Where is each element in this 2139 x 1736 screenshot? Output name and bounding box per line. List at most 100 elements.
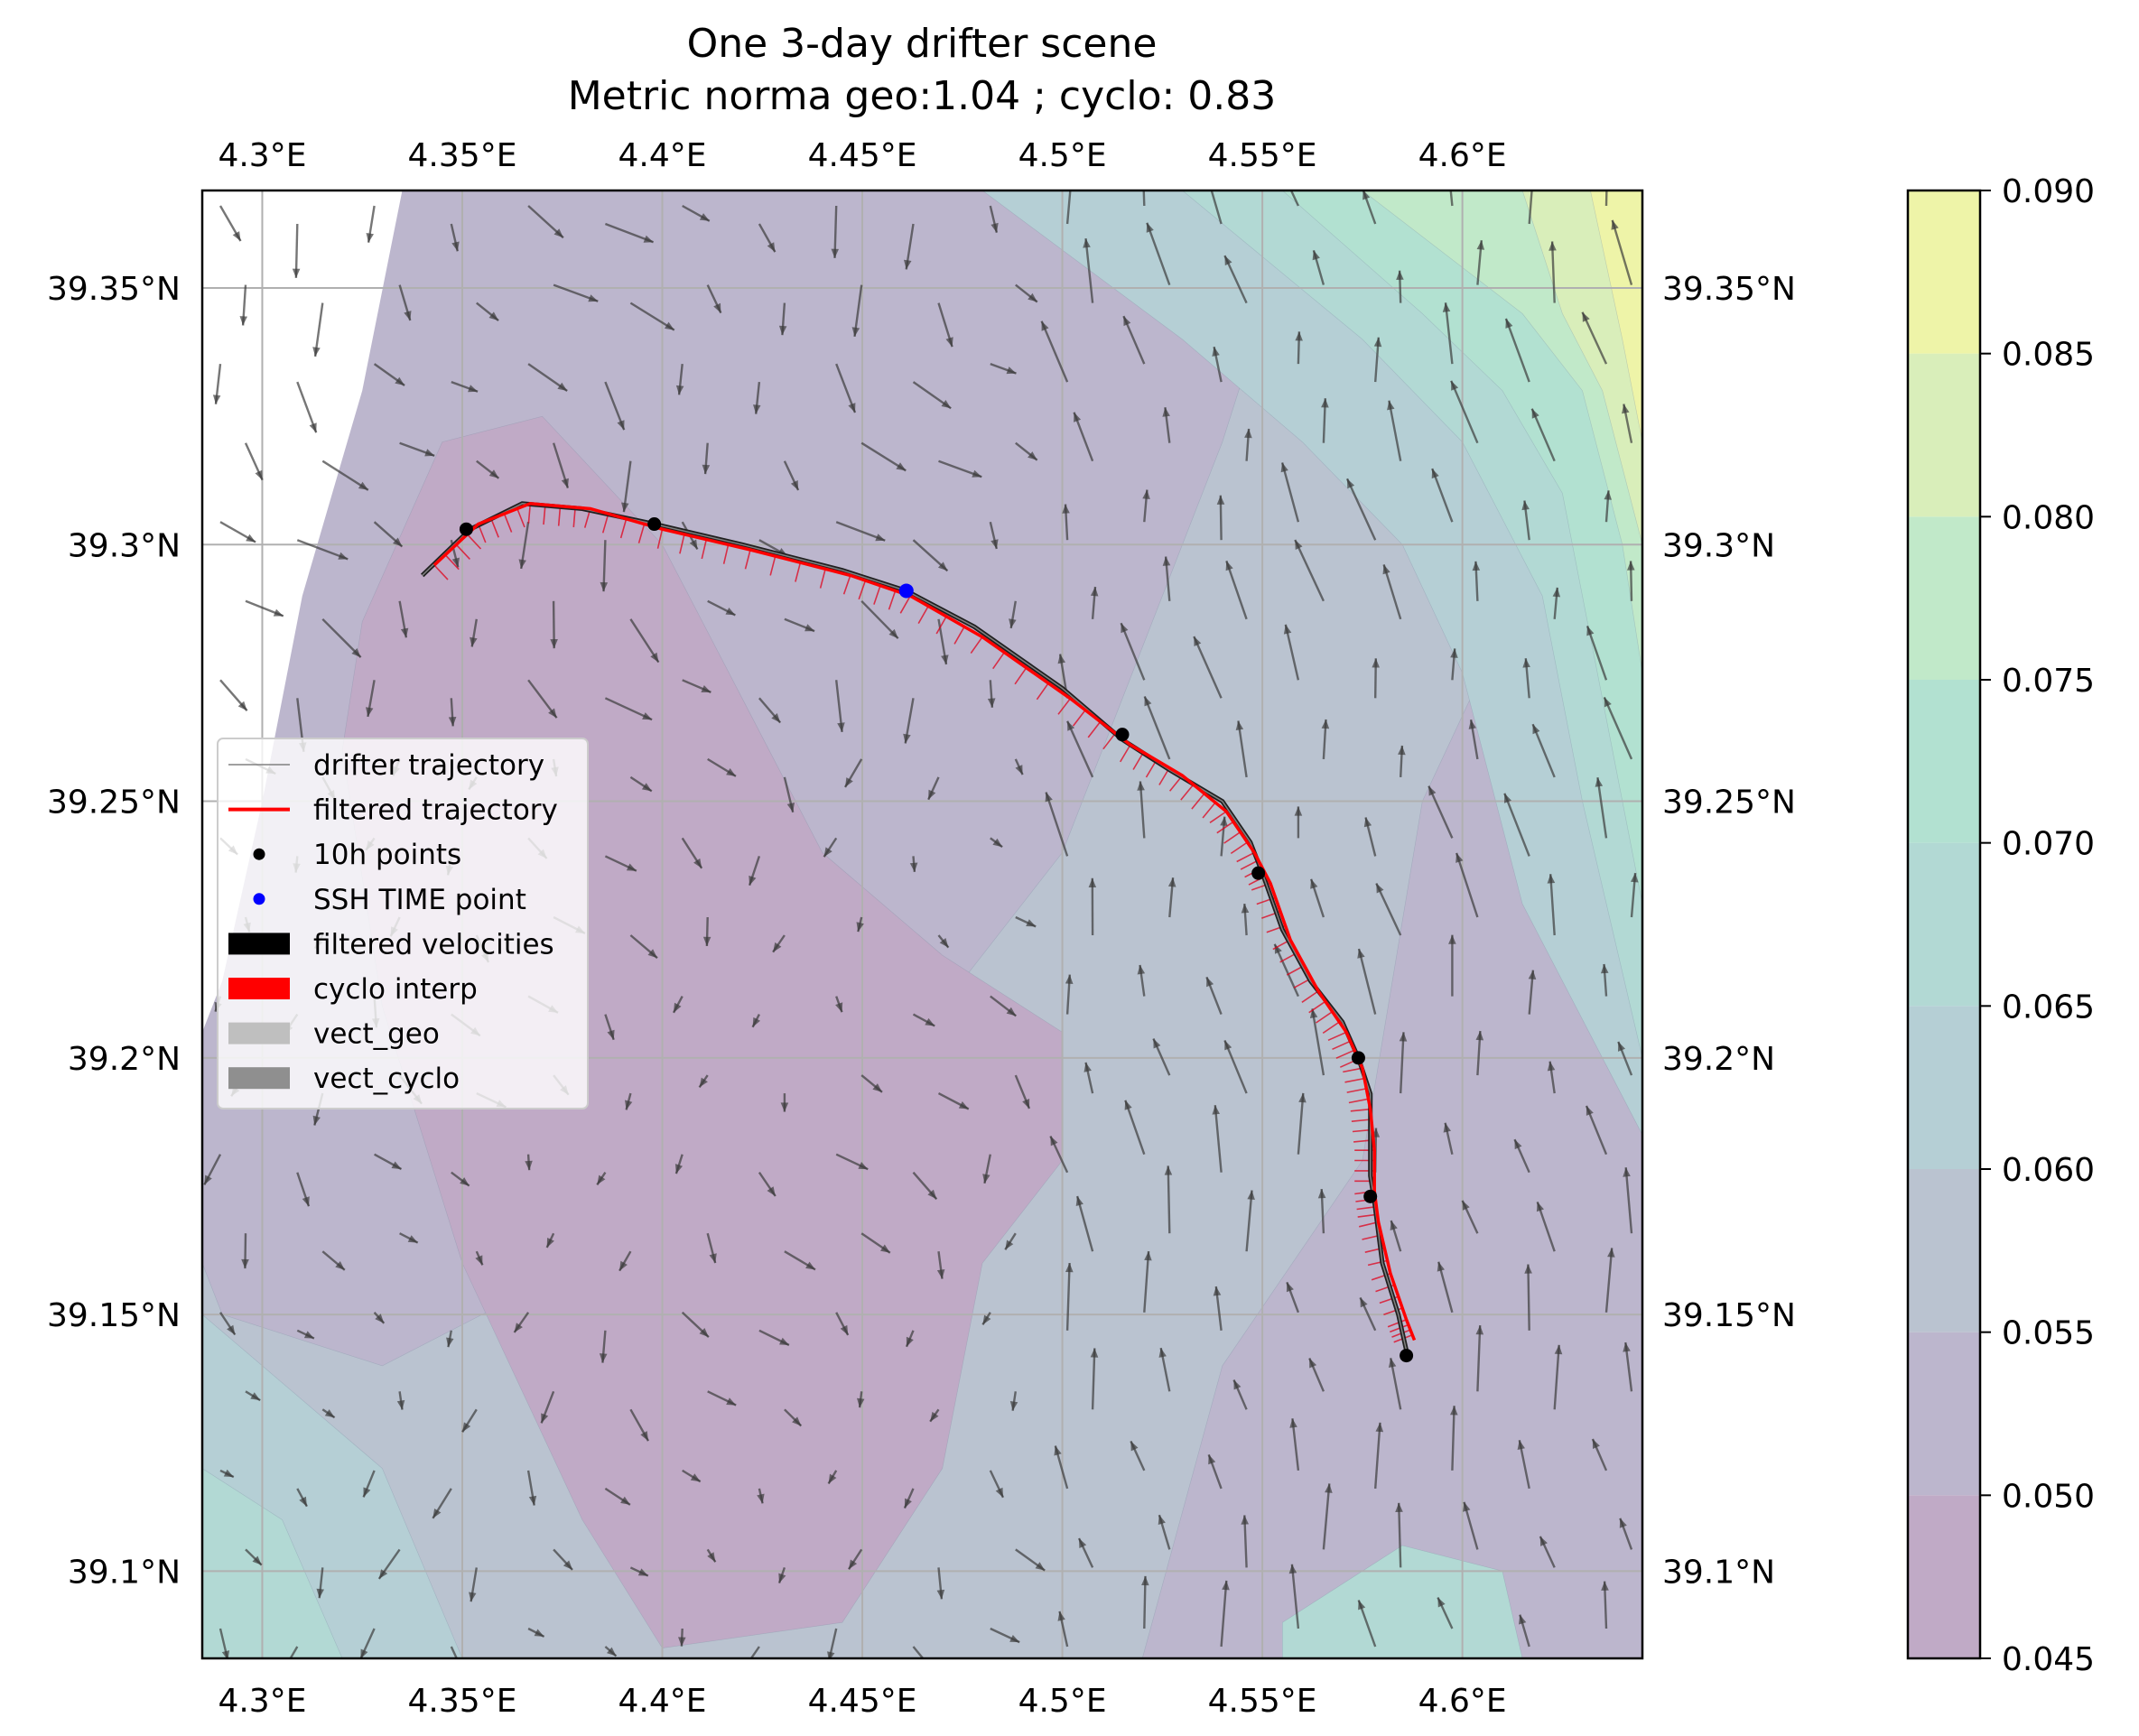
lat-tick-label-right: 39.2°N (1662, 1041, 1775, 1078)
arrow-head (1399, 1032, 1408, 1042)
arrow-shaft (1357, 948, 1377, 1015)
velocity-arrow (527, 679, 558, 719)
arrow-head (1309, 1358, 1317, 1369)
velocity-arrow (373, 1312, 386, 1324)
arrow-head (972, 469, 982, 478)
arrow-head (1022, 1099, 1030, 1109)
velocity-arrow (377, 1548, 401, 1580)
velocity-arrow (470, 618, 478, 647)
arrow-head (621, 502, 629, 513)
arrow-head (990, 539, 999, 549)
velocity-arrow (1552, 587, 1561, 619)
velocity-arrow (1137, 781, 1146, 839)
velocity-arrow (860, 441, 907, 472)
velocity-arrow (1522, 658, 1530, 699)
arrow-head (395, 376, 405, 385)
arrow-shaft (1504, 318, 1530, 383)
arrow-head (939, 938, 949, 948)
velocity-arrow (1009, 600, 1017, 629)
arrow-head (665, 321, 674, 330)
velocity-arrow (1455, 852, 1479, 918)
arrow-head (514, 1323, 523, 1332)
velocity-arrow (373, 521, 404, 548)
arrow-shaft (1400, 1032, 1405, 1094)
velocity-arrow (1065, 190, 1072, 225)
colorbar-tick-label: 0.075 (2002, 663, 2095, 700)
arrow-head (1224, 255, 1232, 266)
arrow-shaft (1167, 1165, 1171, 1234)
arrow-head (1212, 347, 1220, 357)
velocity-arrow (396, 1391, 405, 1410)
arrow-head (221, 1650, 230, 1658)
arrow-head (1028, 451, 1037, 460)
lat-tick-label-right: 39.15°N (1662, 1297, 1796, 1334)
velocity-arrow (783, 776, 795, 813)
arrow-head (1373, 337, 1382, 348)
legend-swatch-patch (228, 933, 290, 955)
legend-box (217, 738, 589, 1109)
lat-tick-label-left: 39.1°N (68, 1554, 181, 1591)
arrow-head (1450, 1406, 1458, 1416)
arrow-head (1347, 478, 1355, 489)
colorbar-level (1908, 353, 1980, 517)
velocity-arrow (1623, 1341, 1633, 1392)
arrow-head (1532, 724, 1540, 735)
arrow-head (773, 942, 782, 952)
axis-ticks: 4.3°E 4.3°E 4.35°E 4.35°E 4.4°E 4.4°E 4.45°E 4.… (47, 137, 1796, 1720)
arrow-head (1233, 1379, 1242, 1390)
colorbar-level (1908, 1495, 1980, 1658)
velocity-arrow (1142, 489, 1150, 523)
arrow-head (1387, 400, 1395, 411)
arrow-head (1604, 144, 1612, 153)
velocity-arrow (1075, 1195, 1094, 1252)
velocity-arrow (1297, 1092, 1307, 1155)
point-10h (1251, 866, 1266, 880)
arrow-shaft (1455, 852, 1479, 918)
point-10h (1351, 1051, 1365, 1065)
colorbar-tick-label: 0.090 (2002, 173, 2095, 210)
legend-swatch-dot (253, 848, 265, 860)
velocity-arrow (1388, 1358, 1402, 1410)
velocity-arrow (758, 1329, 790, 1347)
velocity-arrow (553, 283, 599, 302)
arrow-shaft (1120, 622, 1146, 681)
velocity-arrow (1513, 1138, 1530, 1174)
velocity-arrow (321, 1408, 336, 1419)
arrow-head (292, 268, 301, 278)
velocity-arrow (1090, 1348, 1099, 1410)
cyclo-interp-vector (1322, 1021, 1340, 1035)
arrow-head (1622, 404, 1630, 414)
arrow-shaft (1045, 792, 1069, 857)
velocity-arrow (219, 1312, 237, 1336)
arrow-head (1437, 1261, 1445, 1272)
arrow-head (1026, 919, 1037, 927)
arrow-head (1288, 1564, 1297, 1574)
velocity-arrow (1530, 408, 1556, 462)
cyclo-interp-vector (490, 518, 499, 538)
arrow-head (1586, 1105, 1594, 1116)
arrow-head (1514, 1139, 1522, 1150)
velocity-arrow (1468, 719, 1479, 760)
arrow-head (1208, 1454, 1216, 1465)
arrow-head (678, 1637, 686, 1647)
arrow-head (396, 1399, 405, 1410)
arrow-head (749, 875, 757, 886)
velocity-arrow (1289, 190, 1299, 207)
velocity-arrow (1312, 249, 1325, 285)
velocity-arrow (1167, 877, 1176, 918)
lon-tick-label-top: 4.3°E (218, 137, 306, 174)
velocity-arrow (1122, 315, 1146, 365)
arrow-shaft (1143, 695, 1171, 760)
velocity-arrow (461, 1408, 478, 1433)
velocity-arrow (903, 698, 915, 744)
arrow-head (1442, 302, 1451, 312)
arrow-head (875, 534, 886, 542)
velocity-vector-field (203, 144, 1639, 1658)
arrow-head (1090, 587, 1099, 597)
velocity-arrow (1216, 495, 1225, 541)
arrow-head (375, 1314, 385, 1323)
cyclo-interp-vector (1120, 744, 1131, 763)
velocity-arrow (1241, 904, 1250, 936)
velocity-arrow (604, 855, 637, 872)
velocity-arrow (1065, 974, 1074, 1015)
